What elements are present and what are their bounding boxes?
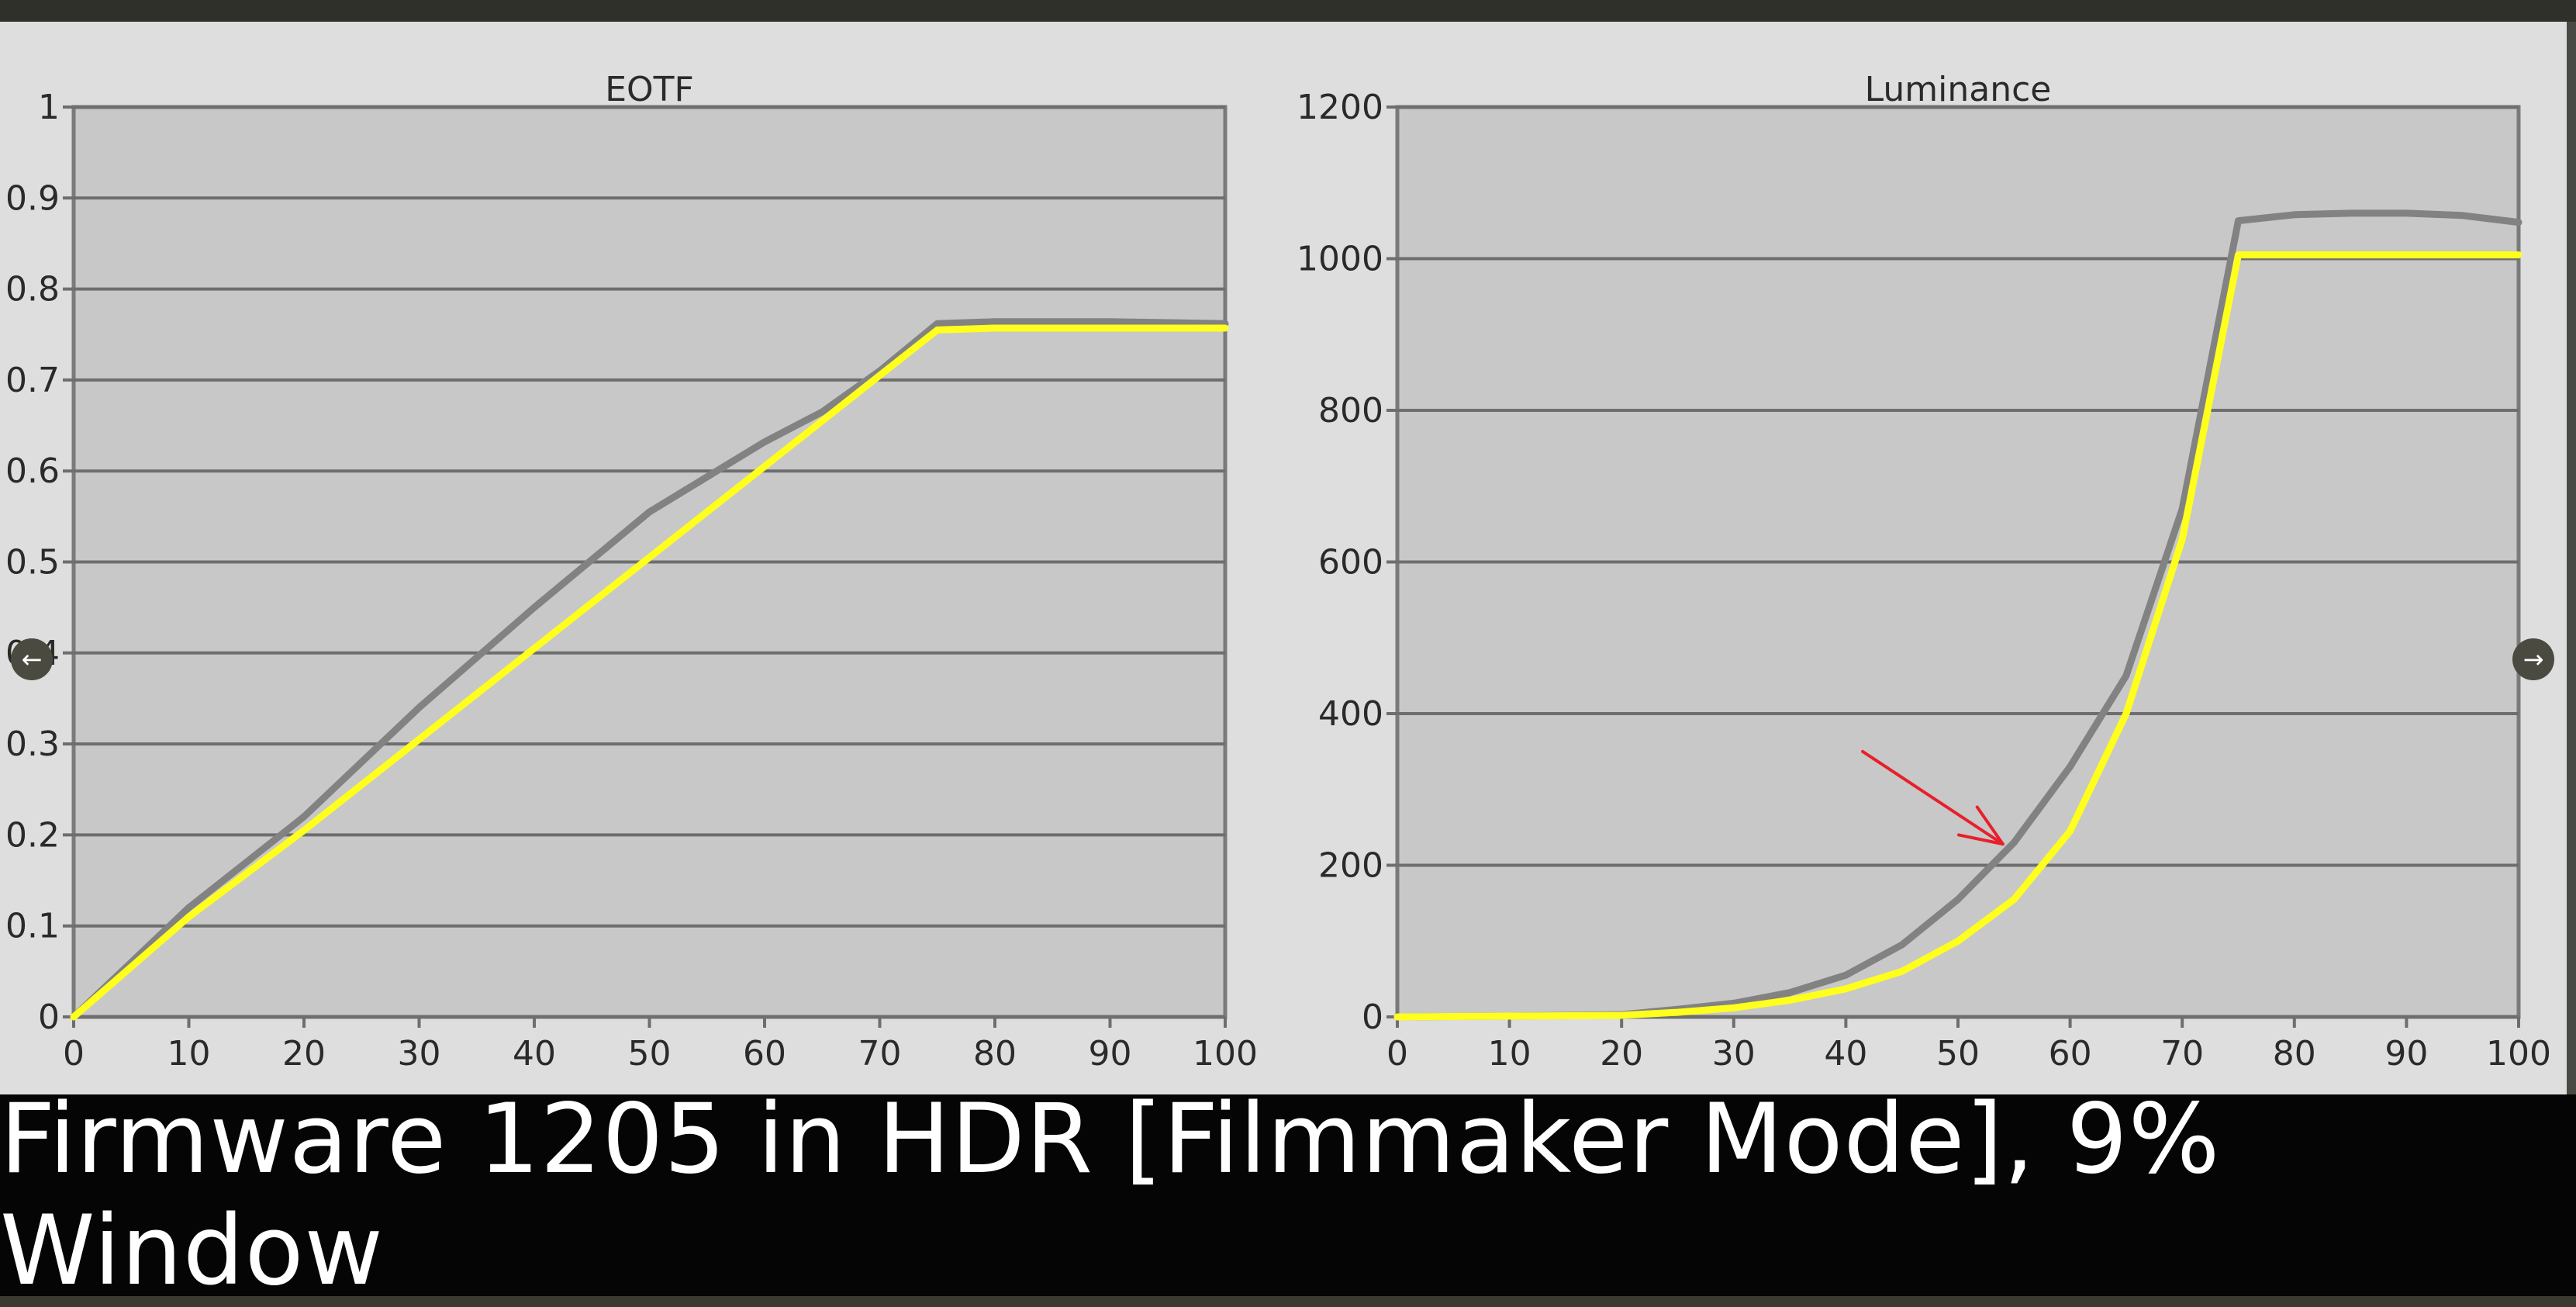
y-tick-label: 0.8 [5,270,60,309]
y-tick-label: 0.1 [5,907,60,946]
caption-bar: Firmware 1205 in HDR [Filmmaker Mode], 9… [0,1084,2576,1307]
y-tick-label: 200 [1318,846,1383,886]
y-tick-label: 400 [1318,694,1383,734]
annotation-arrow-shaft [1861,749,2005,846]
y-tick-label: 0.9 [5,178,60,218]
x-tick-label: 10 [167,1034,211,1074]
arrow-right-icon: → [2522,645,2544,674]
y-tick-label: 800 [1318,391,1383,430]
x-tick-label: 20 [282,1034,326,1074]
x-tick-label: 10 [1488,1034,1531,1074]
measured-series-line [1393,251,2522,1021]
x-tick-label: 70 [2160,1034,2204,1074]
x-tick-label: 100 [1193,1034,1258,1074]
bottom-strip [0,1296,2576,1304]
x-tick-label: 60 [2049,1034,2092,1074]
y-tick-label: 0.3 [5,724,60,764]
x-tick-label: 100 [2486,1034,2551,1074]
x-tick-label: 50 [628,1034,672,1074]
x-tick-label: 80 [973,1034,1017,1074]
x-tick-label: 30 [398,1034,441,1074]
chart-title: Luminance [1865,70,2052,109]
x-tick-label: 70 [858,1034,902,1074]
y-tick-label: 1000 [1297,240,1383,279]
y-tick-label: 1200 [1297,88,1383,127]
x-tick-label: 90 [1089,1034,1132,1074]
arrow-left-icon: ← [21,645,43,674]
top-bar [0,0,2576,22]
y-tick-label: 0.5 [5,543,60,583]
x-tick-label: 0 [63,1034,85,1074]
y-tick-label: 0.2 [5,815,60,855]
x-tick-label: 40 [513,1034,556,1074]
luminance-chart: Luminance 0 200 400 600 800 1000 1200 0 10 20 30 40 5… [1297,70,2551,1074]
chart-title: EOTF [605,70,694,109]
y-tick-label: 1 [38,88,60,127]
y-tick-label: 0.7 [5,361,60,400]
x-tick-label: 0 [1386,1034,1408,1074]
y-tick-label: 600 [1318,543,1383,583]
y-tick-label: 0 [1362,998,1383,1037]
target-series-line [70,318,1229,1021]
annotation-arrow-head [1957,805,2005,846]
x-tick-label: 20 [1600,1034,1643,1074]
x-tick-label: 60 [743,1034,786,1074]
charts-canvas: EOTF00.10.20.30.40.50.60.70.80.910102030… [5,70,2551,1074]
slide-caption: Firmware 1205 in HDR [Filmmaker Mode], 9… [0,1084,2221,1307]
measured-series-line [70,324,1229,1021]
x-tick-label: 40 [1824,1034,1867,1074]
previous-slide-button[interactable]: ← [11,638,53,680]
y-tick-label: 0.6 [5,451,60,491]
next-slide-button[interactable]: → [2512,638,2554,680]
x-tick-label: 50 [1936,1034,1980,1074]
x-tick-label: 80 [2273,1034,2316,1074]
x-tick-label: 90 [2384,1034,2428,1074]
chart-panel: EOTF00.10.20.30.40.50.60.70.80.910102030… [0,22,2567,1094]
y-tick-label: 0 [38,998,60,1037]
eotf-chart: EOTF00.10.20.30.40.50.60.70.80.910102030… [5,70,1258,1074]
right-edge [2567,22,2576,1094]
x-tick-label: 30 [1712,1034,1756,1074]
